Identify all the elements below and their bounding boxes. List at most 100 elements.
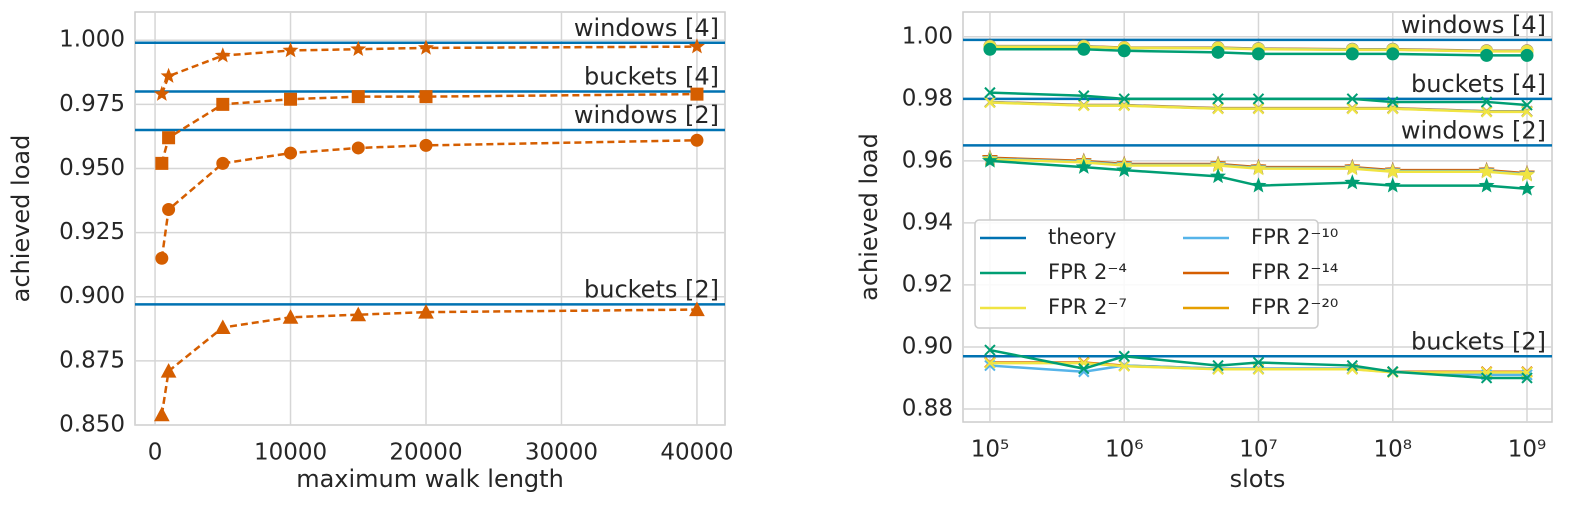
marker xyxy=(418,39,434,55)
marker xyxy=(284,146,298,160)
y-tick-label: 0.90 xyxy=(902,333,953,359)
y-tick-label: 0.98 xyxy=(902,85,953,111)
y-axis-label: achieved load xyxy=(855,133,883,301)
marker xyxy=(1212,103,1224,115)
marker xyxy=(1519,180,1535,196)
y-tick-label: 0.900 xyxy=(59,283,125,309)
marker xyxy=(1077,42,1091,56)
marker xyxy=(214,319,231,335)
x-tick-label: 40000 xyxy=(660,440,733,466)
marker xyxy=(350,306,367,322)
marker xyxy=(690,87,704,101)
reference-label: buckets [2] xyxy=(1411,327,1546,355)
marker xyxy=(984,96,996,109)
x-tick-label: 10⁶ xyxy=(1105,437,1144,463)
marker xyxy=(1212,359,1224,372)
marker xyxy=(1345,47,1359,61)
marker xyxy=(1212,93,1224,105)
y-axis-label: achieved load xyxy=(7,135,35,303)
marker xyxy=(1478,177,1495,193)
marker xyxy=(984,357,996,369)
marker xyxy=(690,133,704,147)
marker xyxy=(1386,47,1400,61)
marker xyxy=(155,251,169,265)
marker xyxy=(1250,160,1267,176)
plot-area xyxy=(134,11,726,426)
marker xyxy=(214,47,231,63)
marker xyxy=(1116,161,1133,177)
legend-label: FPR 2⁻⁴ xyxy=(1048,260,1127,284)
marker xyxy=(1480,48,1494,62)
marker xyxy=(1346,103,1359,115)
marker xyxy=(1344,160,1361,176)
marker xyxy=(1519,166,1535,182)
marker xyxy=(981,152,998,168)
marker xyxy=(162,203,176,217)
marker xyxy=(419,138,433,152)
marker xyxy=(160,67,177,83)
marker xyxy=(1480,106,1493,118)
marker xyxy=(1521,372,1533,384)
marker xyxy=(984,344,996,356)
marker xyxy=(1117,44,1131,58)
y-tick-label: 0.950 xyxy=(59,155,125,181)
marker xyxy=(284,92,298,106)
x-tick-label: 10⁵ xyxy=(971,437,1010,463)
legend-box xyxy=(974,219,1319,329)
marker xyxy=(1384,163,1401,179)
marker xyxy=(419,90,433,104)
y-tick-label: 0.96 xyxy=(902,147,953,173)
marker xyxy=(1346,359,1359,372)
marker xyxy=(1520,48,1534,62)
marker xyxy=(689,301,705,317)
reference-label: windows [2] xyxy=(1401,116,1546,144)
y-tick-label: 0.925 xyxy=(59,219,125,245)
marker xyxy=(1078,362,1090,375)
x-axis-label: slots xyxy=(1230,465,1286,493)
marker xyxy=(1211,45,1225,59)
marker xyxy=(162,131,176,145)
marker xyxy=(983,42,997,56)
marker xyxy=(351,90,365,104)
plot-area xyxy=(962,11,1553,423)
reference-label: buckets [4] xyxy=(584,63,719,91)
x-tick-label: 30000 xyxy=(525,440,598,466)
marker xyxy=(1387,96,1399,108)
y-tick-label: 0.88 xyxy=(902,395,953,421)
marker xyxy=(1478,163,1495,179)
marker xyxy=(350,40,367,56)
marker xyxy=(1346,93,1359,105)
marker xyxy=(1480,372,1493,384)
marker xyxy=(351,141,365,155)
marker xyxy=(1252,356,1265,369)
legend-label: FPR 2⁻¹⁰ xyxy=(1251,225,1338,249)
marker xyxy=(153,406,170,422)
marker xyxy=(1252,93,1265,105)
marker xyxy=(1118,93,1130,105)
reference-label: buckets [4] xyxy=(1411,70,1546,98)
x-tick-label: 10⁸ xyxy=(1373,437,1412,463)
legend-label: FPR 2⁻⁷ xyxy=(1048,295,1127,319)
marker xyxy=(282,42,299,58)
x-tick-label: 10⁹ xyxy=(1508,437,1547,463)
marker xyxy=(1252,103,1265,115)
marker xyxy=(984,86,996,99)
x-tick-label: 0 xyxy=(148,440,163,466)
marker xyxy=(216,97,230,111)
marker xyxy=(1078,90,1090,102)
marker xyxy=(153,85,170,101)
reference-label: buckets [2] xyxy=(584,275,719,303)
x-axis-label: maximum walk length xyxy=(296,465,564,493)
marker xyxy=(1078,99,1090,112)
legend-label: FPR 2⁻¹⁴ xyxy=(1251,260,1338,284)
y-tick-label: 0.94 xyxy=(902,209,953,235)
reference-label: windows [2] xyxy=(574,101,719,129)
reference-label: windows [4] xyxy=(1401,11,1546,39)
marker xyxy=(1210,167,1227,184)
legend-label: FPR 2⁻²⁰ xyxy=(1251,295,1338,319)
marker xyxy=(688,38,705,54)
marker xyxy=(155,156,169,170)
reference-label: windows [4] xyxy=(574,14,719,42)
marker xyxy=(418,304,434,319)
